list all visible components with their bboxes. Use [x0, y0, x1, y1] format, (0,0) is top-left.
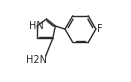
Text: F: F	[97, 24, 102, 34]
Text: HN: HN	[29, 21, 44, 31]
Text: H2N: H2N	[26, 55, 47, 65]
